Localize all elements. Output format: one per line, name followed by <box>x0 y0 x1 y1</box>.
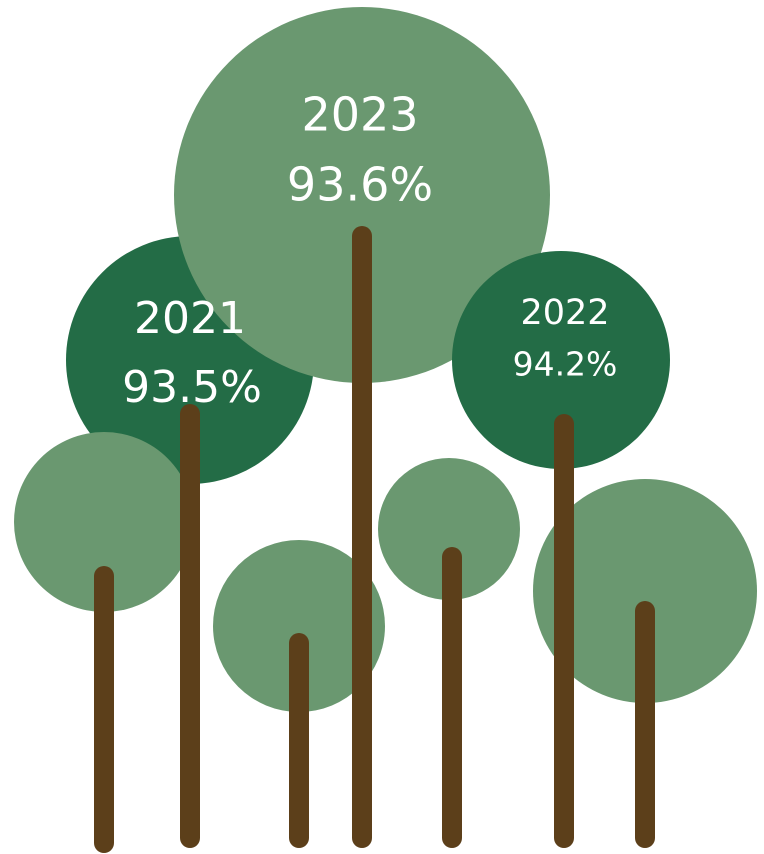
tree-crown <box>452 251 670 469</box>
value-label: 93.6% <box>287 158 433 212</box>
year-label: 2023 <box>301 88 418 142</box>
value-label: 94.2% <box>513 345 618 384</box>
value-label: 93.5% <box>122 362 262 413</box>
tree-crown <box>213 540 385 712</box>
year-label: 2021 <box>134 293 246 344</box>
tree-crown <box>378 458 520 600</box>
tree-crown <box>14 432 194 612</box>
tree-crown <box>174 7 550 383</box>
tree-crown <box>533 479 757 703</box>
year-label: 2022 <box>520 293 609 333</box>
